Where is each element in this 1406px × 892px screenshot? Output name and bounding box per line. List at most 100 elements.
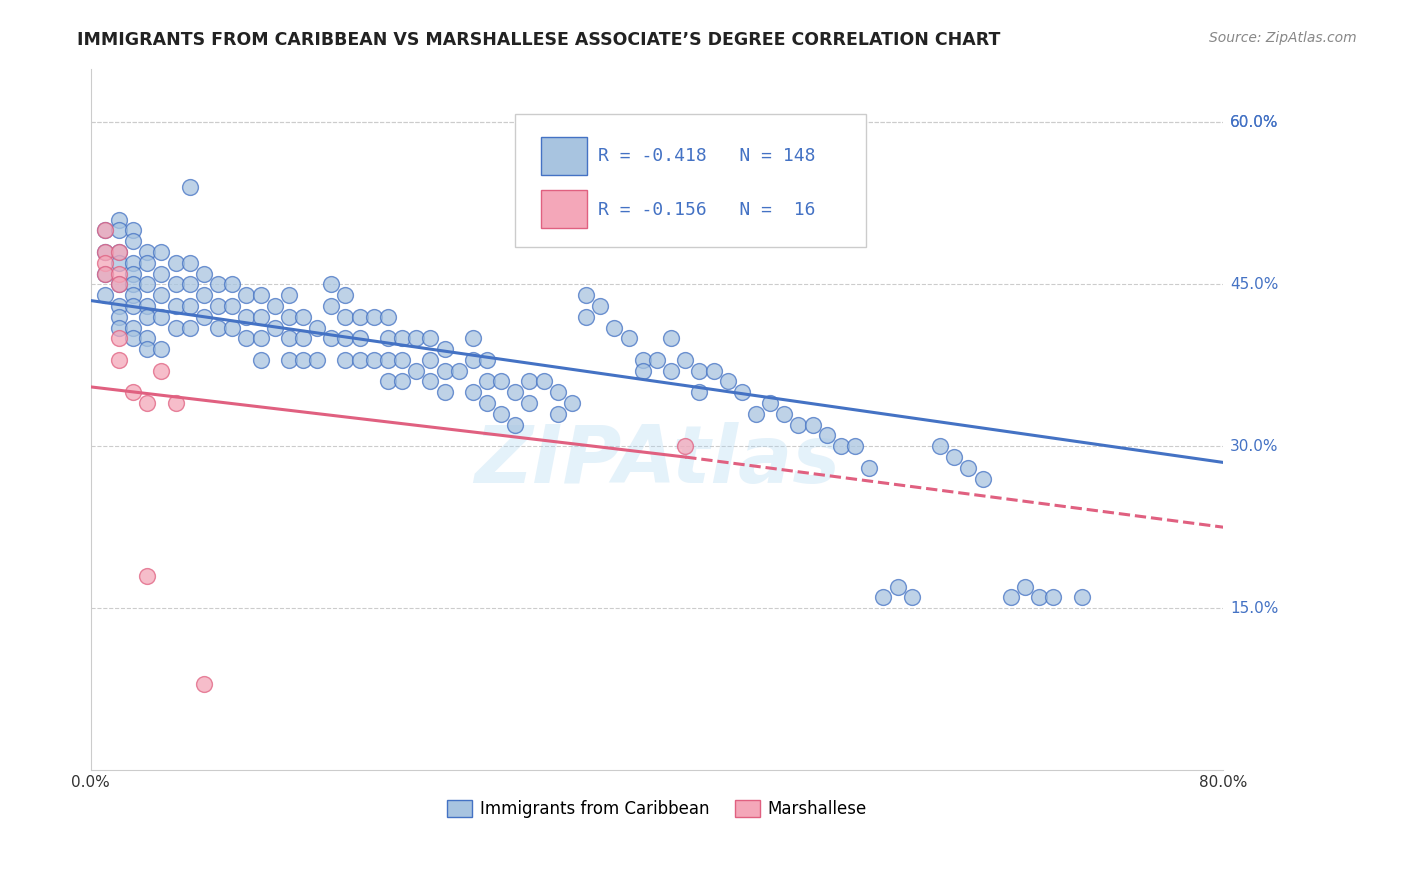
Point bbox=[461, 352, 484, 367]
Point bbox=[363, 352, 385, 367]
Point bbox=[136, 568, 159, 582]
Point bbox=[165, 396, 187, 410]
Point bbox=[433, 342, 456, 356]
Point bbox=[547, 385, 569, 400]
Point bbox=[801, 417, 824, 432]
Point bbox=[575, 288, 598, 302]
Point bbox=[108, 244, 131, 259]
Text: 45.0%: 45.0% bbox=[1230, 277, 1278, 292]
Point bbox=[1014, 580, 1036, 594]
Point bbox=[858, 460, 880, 475]
Point bbox=[1042, 591, 1064, 605]
Point bbox=[307, 320, 329, 334]
Point bbox=[335, 331, 357, 345]
Point bbox=[419, 352, 441, 367]
Point bbox=[830, 439, 852, 453]
Point bbox=[391, 352, 413, 367]
Point bbox=[447, 364, 470, 378]
Text: 60.0%: 60.0% bbox=[1230, 115, 1279, 130]
Point bbox=[122, 223, 145, 237]
Point bbox=[193, 267, 215, 281]
Point bbox=[731, 385, 754, 400]
Point bbox=[291, 331, 314, 345]
Point bbox=[94, 223, 117, 237]
Point bbox=[335, 352, 357, 367]
Point bbox=[277, 331, 299, 345]
Point bbox=[717, 375, 740, 389]
Point bbox=[886, 580, 908, 594]
Text: ZIPAtlas: ZIPAtlas bbox=[474, 422, 839, 500]
Text: Source: ZipAtlas.com: Source: ZipAtlas.com bbox=[1209, 31, 1357, 45]
Point bbox=[122, 320, 145, 334]
Point bbox=[108, 352, 131, 367]
Text: 60.0%: 60.0% bbox=[1230, 115, 1279, 130]
Point bbox=[179, 320, 201, 334]
Point bbox=[165, 256, 187, 270]
Text: 30.0%: 30.0% bbox=[1230, 439, 1279, 454]
Point bbox=[193, 676, 215, 690]
Point bbox=[773, 407, 796, 421]
Point bbox=[108, 223, 131, 237]
Point bbox=[475, 396, 498, 410]
Point bbox=[972, 472, 994, 486]
Point bbox=[519, 375, 541, 389]
Point bbox=[645, 352, 668, 367]
Point bbox=[122, 288, 145, 302]
Point bbox=[900, 591, 922, 605]
Point bbox=[321, 277, 343, 292]
Point bbox=[277, 352, 299, 367]
Text: 15.0%: 15.0% bbox=[1230, 600, 1278, 615]
Point bbox=[150, 288, 173, 302]
Point bbox=[108, 331, 131, 345]
Point bbox=[94, 244, 117, 259]
Point bbox=[193, 288, 215, 302]
Point bbox=[207, 277, 229, 292]
Point bbox=[307, 352, 329, 367]
Point bbox=[391, 375, 413, 389]
Point bbox=[235, 310, 257, 324]
Point bbox=[589, 299, 612, 313]
Point bbox=[505, 417, 527, 432]
Point bbox=[263, 299, 285, 313]
Point bbox=[150, 364, 173, 378]
Point bbox=[321, 299, 343, 313]
Point bbox=[94, 244, 117, 259]
Point bbox=[108, 299, 131, 313]
Point bbox=[349, 310, 371, 324]
Point bbox=[165, 299, 187, 313]
Point bbox=[179, 180, 201, 194]
Point bbox=[108, 244, 131, 259]
Point bbox=[943, 450, 966, 464]
Point bbox=[136, 277, 159, 292]
Point bbox=[122, 277, 145, 292]
Point bbox=[1028, 591, 1050, 605]
Point bbox=[122, 267, 145, 281]
Point bbox=[489, 375, 512, 389]
Legend: Immigrants from Caribbean, Marshallese: Immigrants from Caribbean, Marshallese bbox=[440, 793, 873, 825]
Point bbox=[291, 352, 314, 367]
Point bbox=[929, 439, 952, 453]
Point bbox=[94, 223, 117, 237]
FancyBboxPatch shape bbox=[541, 136, 586, 175]
Point bbox=[108, 212, 131, 227]
Point bbox=[872, 591, 894, 605]
Point bbox=[391, 331, 413, 345]
Point bbox=[136, 256, 159, 270]
Point bbox=[277, 288, 299, 302]
Point bbox=[377, 352, 399, 367]
Point bbox=[1000, 591, 1022, 605]
Point bbox=[631, 352, 654, 367]
Point bbox=[475, 352, 498, 367]
Point bbox=[419, 331, 441, 345]
Point bbox=[108, 256, 131, 270]
Point bbox=[136, 310, 159, 324]
Point bbox=[561, 396, 583, 410]
Text: R = -0.156   N =  16: R = -0.156 N = 16 bbox=[598, 201, 815, 219]
Point bbox=[136, 299, 159, 313]
Point bbox=[349, 352, 371, 367]
Point bbox=[321, 331, 343, 345]
Point bbox=[659, 364, 682, 378]
Point bbox=[108, 267, 131, 281]
Point bbox=[94, 256, 117, 270]
Point bbox=[150, 310, 173, 324]
